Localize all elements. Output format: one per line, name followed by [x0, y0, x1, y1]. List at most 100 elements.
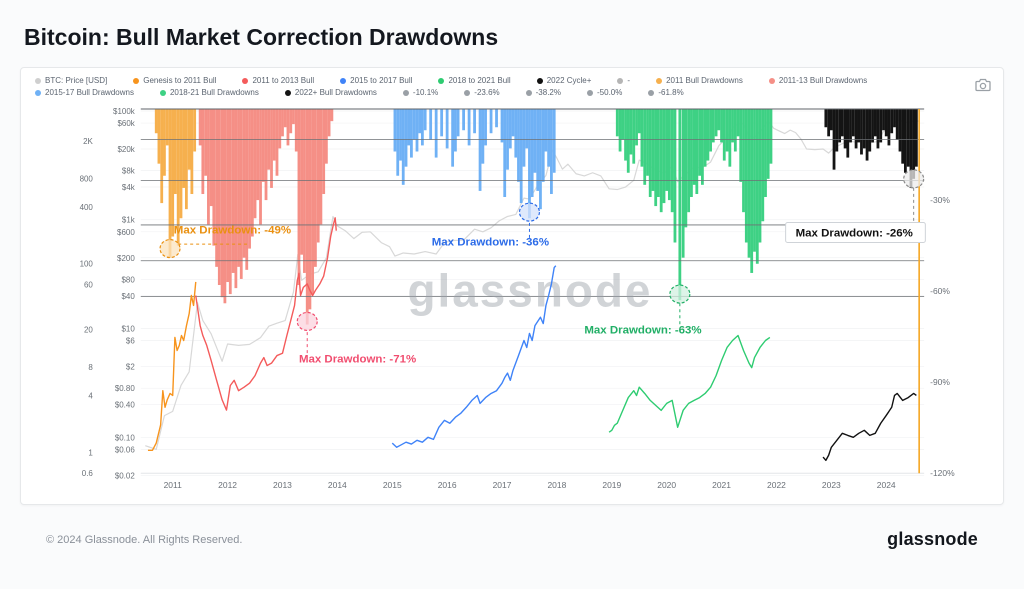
legend-swatch	[242, 77, 249, 84]
legend-label: 2018 to 2021 Bull	[448, 76, 511, 85]
legend-swatch	[617, 77, 624, 84]
legend-label: -61.8%	[658, 88, 684, 97]
legend-label: Genesis to 2011 Bull	[143, 76, 217, 85]
legend-swatch	[133, 77, 140, 84]
max-drawdown-marker	[669, 284, 691, 304]
cycle-line-2018-to-2021-bull	[608, 334, 771, 433]
legend-item[interactable]: -38.2%	[525, 88, 561, 97]
legend-label: 2018-21 Bull Drawdowns	[169, 88, 259, 97]
year-axis-label: 2022	[767, 480, 786, 490]
glassnode-logo: glassnode	[887, 529, 978, 550]
price-axis-label: $10	[121, 325, 135, 334]
screenshot-button[interactable]	[973, 76, 993, 94]
legend-label: -	[627, 76, 631, 85]
price-axis-label: $6	[126, 337, 135, 346]
year-axis-label: 2021	[712, 480, 731, 490]
footer: © 2024 Glassnode. All Rights Reserved. g…	[20, 529, 1004, 550]
year-axis-label: 2024	[877, 480, 896, 490]
drawdown-axis-label: -90%	[930, 377, 950, 387]
drawdown-bars-2011-13-bull-drawdowns	[198, 108, 334, 325]
legend-label: -23.6%	[474, 88, 500, 97]
legend-row-2: 2015-17 Bull Drawdowns 2018-21 Bull Drawd…	[35, 88, 989, 97]
price-axis-label: $0.10	[115, 433, 136, 442]
annotation-max-drawdown-49: Max Drawdown: -49%	[159, 224, 291, 259]
perf-axis-label: 100	[80, 260, 94, 269]
legend-item[interactable]: 2022 Cycle+	[536, 76, 592, 85]
legend-item[interactable]: 2018-21 Bull Drawdowns	[159, 88, 259, 97]
legend-item[interactable]: Genesis to 2011 Bull	[133, 76, 216, 85]
legend-item[interactable]: 2011 Bull Drawdowns	[656, 76, 743, 85]
legend-item[interactable]: 2022+ Bull Drawdowns	[284, 88, 377, 97]
drawdown-bars-2022-bull-drawdowns	[824, 108, 918, 188]
legend-label: 2011-13 Bull Drawdowns	[778, 76, 868, 85]
legend-item[interactable]: 2011-13 Bull Drawdowns	[768, 76, 868, 85]
price-axis-label: $0.40	[115, 401, 136, 410]
drawdown-axis-label: -120%	[930, 468, 955, 478]
annotation-max-drawdown-71: Max Drawdown: -71%	[296, 311, 416, 365]
year-axis-label: 2015	[383, 480, 402, 490]
price-axis-label: $200	[117, 254, 135, 263]
legend-item[interactable]: BTC: Price [USD]	[35, 76, 107, 85]
annotation-max-drawdown-63: Max Drawdown: -63%	[584, 284, 702, 337]
legend-item[interactable]: -61.8%	[648, 88, 684, 97]
annotation-max-drawdown-26: Max Drawdown: -26%	[785, 169, 926, 244]
price-axis-label: $40	[121, 292, 135, 301]
legend-swatch	[656, 77, 663, 84]
chart-card: BTC: Price [USD] Genesis to 2011 Bull 2011…	[20, 67, 1004, 506]
max-drawdown-marker	[903, 169, 925, 189]
max-drawdown-marker	[159, 239, 181, 259]
btc-price-line	[145, 119, 920, 450]
legend-label: 2011 to 2013 Bull	[252, 76, 315, 85]
perf-axis-label: 1	[88, 448, 93, 457]
legend-label: -38.2%	[535, 88, 561, 97]
legend-item[interactable]: -10.1%	[402, 88, 438, 97]
year-axis-label: 2019	[602, 480, 621, 490]
legend-swatch	[35, 89, 41, 96]
year-axis-label: 2018	[547, 480, 566, 490]
price-drawdown-chart: glassnode Max Drawdown: -49% Max Drawdown:…	[80, 107, 956, 490]
legend-swatch	[525, 89, 532, 96]
price-axis-label: $8k	[122, 167, 135, 176]
annotation-max-drawdown-36: Max Drawdown: -36%	[432, 202, 549, 249]
cycle-line-2015-to-2017-bull	[391, 265, 557, 448]
legend-item[interactable]: 2018 to 2021 Bull	[438, 76, 511, 85]
year-axis-label: 2013	[273, 480, 292, 490]
legend-label: BTC: Price [USD]	[45, 76, 108, 85]
year-axis-label: 2023	[822, 480, 841, 490]
page-title: Bitcoin: Bull Market Correction Drawdown…	[24, 24, 499, 50]
legend-item[interactable]: -	[617, 76, 630, 85]
legend-label: 2022 Cycle+	[546, 76, 592, 85]
legend-row-1: BTC: Price [USD] Genesis to 2011 Bull 2011…	[35, 76, 989, 85]
legend-item[interactable]: 2015-17 Bull Drawdowns	[35, 88, 134, 97]
year-axis-label: 2020	[657, 480, 676, 490]
year-axis-label: 2016	[438, 480, 457, 490]
price-axis-label: $0.02	[115, 471, 136, 480]
legend-swatch	[768, 77, 775, 84]
year-axis-label: 2012	[218, 480, 237, 490]
cycle-line-genesis-to-2011-bull	[147, 281, 197, 451]
year-axis-label: 2011	[164, 480, 183, 490]
legend-item[interactable]: -23.6%	[464, 88, 500, 97]
price-axis-label: $4k	[122, 183, 135, 192]
legend-swatch	[340, 77, 347, 84]
page: Bitcoin: Bull Market Correction Drawdown…	[20, 24, 1004, 550]
perf-axis-label: 20	[84, 326, 93, 335]
legend-swatch	[464, 89, 471, 96]
legend-swatch	[35, 77, 41, 84]
perf-axis-label: 400	[80, 203, 94, 212]
perf-axis-label: 0.6	[82, 469, 94, 478]
perf-axis-label: 800	[80, 175, 94, 184]
legend-label: 2022+ Bull Drawdowns	[294, 88, 377, 97]
max-drawdown-label: Max Drawdown: -49%	[174, 224, 291, 236]
max-drawdown-label: Max Drawdown: -71%	[299, 353, 416, 365]
legend-item[interactable]: -50.0%	[587, 88, 622, 97]
max-drawdown-marker	[296, 311, 318, 332]
legend-label: 2011 Bull Drawdowns	[666, 76, 743, 85]
legend-swatch	[284, 89, 291, 96]
drawdown-axis-label: -30%	[930, 195, 950, 205]
year-axis-label: 2017	[493, 480, 512, 490]
legend-item[interactable]: 2011 to 2013 Bull	[242, 76, 314, 85]
price-axis-label: $80	[121, 275, 135, 284]
drawdown-axis-label: -60%	[930, 286, 950, 296]
legend-item[interactable]: 2015 to 2017 Bull	[340, 76, 412, 85]
